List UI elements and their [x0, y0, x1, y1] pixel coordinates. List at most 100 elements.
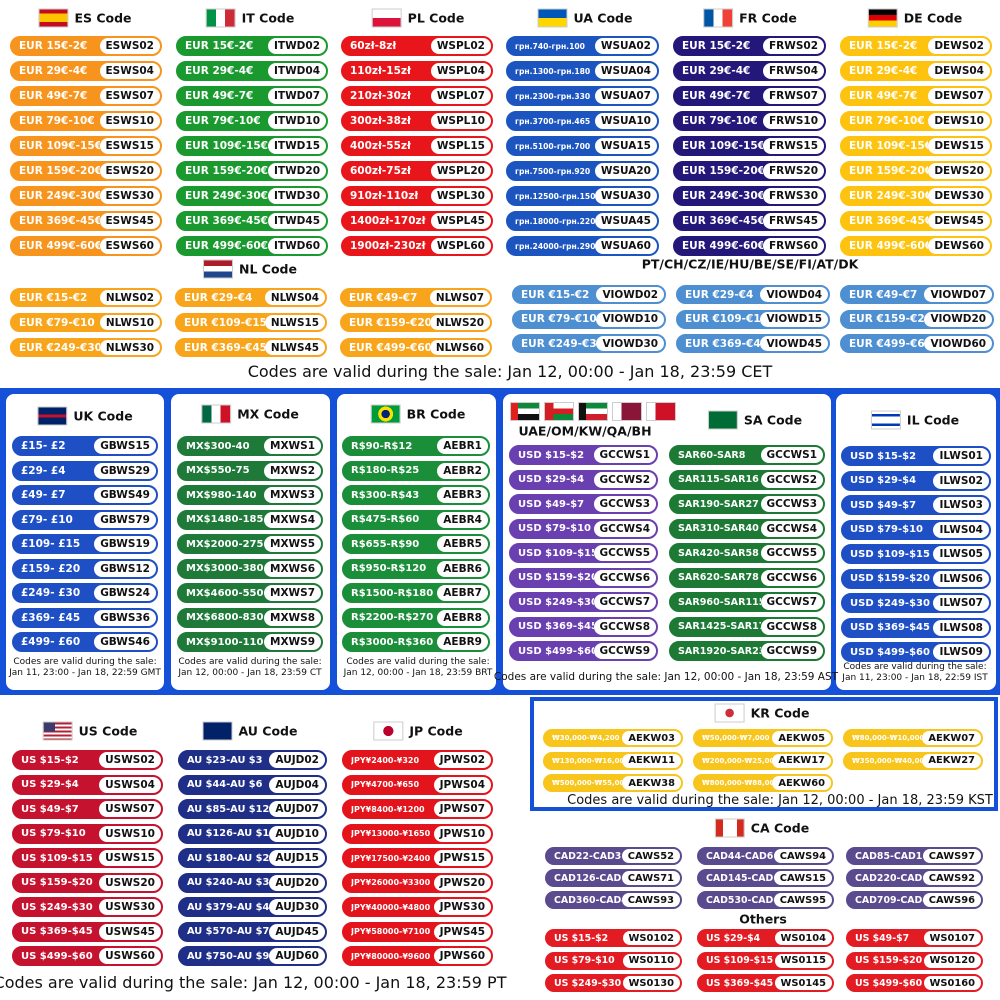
- coupon-code: USWS20: [99, 874, 161, 891]
- coupon: JPY¥58000-¥7100 JPWS45: [342, 921, 493, 942]
- section-title-text: JP Code: [409, 723, 463, 739]
- coupon-code: ITWD10: [268, 113, 326, 129]
- coupon: EUR 29€-4€ FRWS04: [673, 61, 826, 81]
- coupon-amount: EUR 29€-4€: [19, 65, 88, 77]
- coupon: CAD360-CAD43CAWS93: [545, 891, 682, 909]
- coupon-amount: 1900zł-230zł: [350, 240, 426, 252]
- coupon-code: GCCWS1: [593, 447, 656, 463]
- coupon-code: MXWS6: [264, 560, 321, 577]
- section-title-text: US Code: [78, 723, 138, 739]
- coupon-code: GBWS79: [94, 511, 156, 528]
- coupon-amount: EUR €29-€4: [685, 288, 754, 301]
- coupon-code: MXWS5: [264, 536, 321, 552]
- note-line: Codes are valid during the sale: Jan 12,…: [493, 671, 839, 683]
- coupon: USD $369-$45 ILWS08: [841, 617, 991, 638]
- coupon: EUR 369€-45€ ITWD45: [176, 211, 328, 231]
- coupon-code: JPWS02: [433, 752, 491, 768]
- coupon-code: ITWD15: [268, 138, 326, 154]
- coupon-code: WS0104: [774, 931, 832, 945]
- section-title-text: UAE/OM/KW/QA/BH: [518, 423, 652, 439]
- coupon-code: CAWS97: [922, 849, 981, 863]
- coupon-amount: EUR €499-€60: [849, 337, 925, 350]
- coupon-code: JPWS30: [433, 899, 491, 915]
- coupon-amount: грн.18000-грн.2200: [515, 216, 595, 226]
- coupon-amount: R$3000-R$360: [351, 636, 434, 648]
- coupon-amount: MX$6800-830: [186, 612, 264, 623]
- coupon: ₩350,000-₩40,000 AEKW27: [843, 751, 983, 770]
- coupon: EUR 499€-60€ ITWD60: [176, 236, 328, 256]
- section-title: CA Code: [714, 818, 810, 838]
- coupon-code: USWS15: [99, 850, 161, 866]
- coupon-amount: CAD530-CAD65: [706, 894, 774, 906]
- coupon-code: JPWS07: [433, 801, 491, 817]
- coupon-code: AEBR7: [437, 585, 488, 601]
- coupon: SAR115-SAR16 GCCWS2: [669, 469, 825, 490]
- coupon-amount: EUR 29€-4€: [185, 65, 254, 77]
- section-title-text: CA Code: [750, 820, 810, 836]
- note-line: Codes are valid during the sale:: [346, 657, 490, 667]
- note-line: Codes are valid during the sale:: [13, 657, 157, 667]
- coupon-code: GCCWS9: [760, 643, 823, 659]
- coupon: грн.2300-грн.330 WSUA07: [506, 86, 659, 106]
- coupon: MX$4600-550 MXWS7: [177, 583, 323, 603]
- validity-note: Codes are valid during the sale: Jan 12,…: [494, 671, 838, 684]
- coupon-amount: US $249-$30: [554, 977, 622, 989]
- coupon-code: MXWS2: [264, 462, 321, 479]
- section-title: UA Code: [537, 8, 632, 28]
- section-title: FR Code: [703, 8, 797, 28]
- coupon-amount: ₩800,000-₩88,000: [702, 779, 773, 787]
- coupon-code: WSPL04: [430, 63, 491, 79]
- section-title: ES Code: [38, 8, 132, 28]
- coupon-code: AEKW11: [622, 753, 681, 768]
- coupon: JPY¥80000-¥9600 JPWS60: [342, 946, 493, 966]
- coupon-amount: EUR €79-€10: [521, 313, 597, 325]
- coupon-code: WSUA15: [594, 138, 657, 154]
- coupon-amount: SAR310-SAR40: [678, 523, 759, 534]
- coupon-code: VIOWD10: [596, 311, 664, 327]
- coupon: £79- £10 GBWS79: [12, 509, 158, 530]
- coupon-code: GCCWS3: [593, 496, 656, 512]
- coupon-code: AEKW17: [772, 753, 831, 768]
- coupon-amount: USD $79-$10: [518, 523, 592, 534]
- validity-note: Codes are valid during the sale: Jan 12, …: [178, 657, 321, 680]
- coupon-code: USWS60: [99, 948, 161, 964]
- coupon-code: FRWS45: [762, 213, 824, 229]
- coupon: USD $109-$15 ILWS05: [841, 544, 991, 564]
- coupon-amount: US $49-$7: [855, 932, 910, 944]
- coupon: EUR €49-€7 NLWS07: [340, 288, 492, 307]
- coupon-code: ILWS02: [933, 472, 989, 489]
- coupon-amount: ₩30,000-₩4,200: [552, 734, 620, 742]
- coupon: SAR190-SAR27 GCCWS3: [669, 494, 825, 514]
- coupon-code: WSUA60: [594, 238, 657, 254]
- coupon-code: DEWS07: [928, 88, 990, 104]
- section-title-text: AU Code: [238, 723, 298, 739]
- section-title: US Code: [42, 721, 138, 741]
- coupon-amount: EUR €369-€45: [184, 341, 265, 354]
- section-title-text: Others: [739, 911, 787, 927]
- coupon-amount: EUR 29€-4€: [682, 65, 751, 77]
- coupon-code: AEKW05: [772, 731, 831, 745]
- coupon-amount: EUR €49-€7: [349, 291, 418, 304]
- coupon-code: GBWS15: [94, 438, 156, 454]
- section-title-text: UK Code: [73, 408, 133, 424]
- coupon-amount: USD $159-$20: [850, 573, 930, 584]
- coupon: EUR €369-€45 NLWS45: [175, 338, 327, 357]
- coupon-amount: MX$550-75: [186, 465, 250, 476]
- coupon-code: ESWS10: [99, 113, 160, 129]
- coupon: EUR 369€-45€ FRWS45: [673, 211, 826, 231]
- coupon-amount: EUR 159€-20€: [849, 165, 929, 177]
- coupon-amount: USD $159-$20: [518, 572, 594, 583]
- coupon-code: ITWD45: [268, 213, 326, 229]
- coupon-amount: USD $15-$2: [850, 450, 917, 462]
- coupon-code: MXWS8: [264, 609, 321, 626]
- section-title-text: IL Code: [906, 412, 960, 428]
- coupon-code: AUJD07: [269, 801, 325, 817]
- coupon-code: WSPL30: [430, 188, 491, 204]
- coupon: USD $29-$4 GCCWS2: [509, 469, 658, 490]
- coupon: EUR 79€-10€ ESWS10: [10, 111, 162, 131]
- coupon-amount: ₩80,000-₩10,000: [852, 734, 923, 742]
- coupon-code: WS0120: [923, 953, 981, 968]
- coupon: 210zł-30zł WSPL07: [341, 86, 493, 106]
- section-title: BR Code: [370, 404, 465, 424]
- section-title-text: PL Code: [407, 10, 465, 26]
